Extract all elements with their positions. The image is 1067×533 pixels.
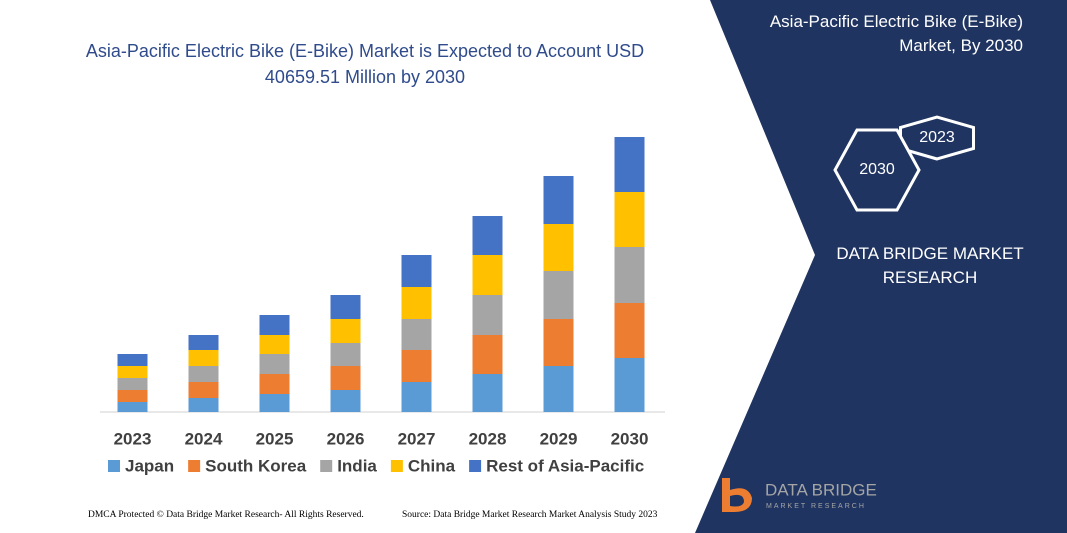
x-tick-label: 2029	[540, 429, 578, 448]
bar-segment	[259, 335, 290, 354]
bar-segment	[472, 374, 503, 412]
logo-icon	[730, 494, 744, 507]
bar-segment	[330, 343, 361, 366]
bar-segment	[614, 247, 645, 303]
bar-segment	[543, 319, 574, 366]
bar-segment	[401, 350, 432, 382]
bar-segment	[330, 366, 361, 390]
panel-title: Asia-Pacific Electric Bike (E-Bike) Mark…	[769, 12, 1023, 55]
bar-segment	[401, 382, 432, 412]
bar-segment	[330, 390, 361, 412]
bar-segment	[472, 216, 503, 255]
bar-segment	[543, 224, 574, 271]
hex-label: 2023	[919, 129, 955, 146]
x-tick-label: 2030	[611, 429, 649, 448]
bar-segment	[330, 319, 361, 343]
legend-label: China	[408, 456, 456, 475]
legend-label: Rest of Asia-Pacific	[486, 456, 644, 475]
bar-segment	[614, 137, 645, 192]
bar-segment	[472, 335, 503, 374]
x-tick-label: 2024	[185, 429, 223, 448]
bar-segment	[614, 192, 645, 247]
footer-left: DMCA Protected © Data Bridge Market Rese…	[88, 509, 364, 520]
bar-segment	[188, 335, 219, 350]
hex-label: 2030	[859, 161, 895, 178]
logo-name: DATA BRIDGE	[765, 480, 877, 499]
bar-segment	[401, 287, 432, 319]
legend-swatch	[320, 460, 333, 472]
bar-segment	[117, 390, 148, 402]
bar-segment	[472, 255, 503, 295]
legend-swatch	[469, 460, 482, 472]
company-name: DATA BRIDGE MARKET RESEARCH	[836, 244, 1024, 287]
bar-segment	[614, 303, 645, 358]
bar-segment	[543, 176, 574, 224]
bar-segment	[259, 394, 290, 412]
legend-label: Japan	[125, 456, 174, 475]
bar-segment	[472, 295, 503, 335]
legend-swatch	[390, 460, 403, 472]
bar-segment	[543, 366, 574, 412]
bar-segment	[259, 315, 290, 335]
bar-segment	[117, 366, 148, 378]
bar-segment	[543, 271, 574, 319]
x-tick-label: 2027	[398, 429, 436, 448]
legend-label: India	[337, 456, 377, 475]
chart-title: Asia-Pacific Electric Bike (E-Bike) Mark…	[85, 41, 645, 87]
bar-segment	[117, 378, 148, 390]
bar-segment	[188, 350, 219, 366]
legend-swatch	[188, 460, 201, 472]
x-tick-label: 2025	[256, 429, 294, 448]
bar-segment	[188, 398, 219, 412]
x-tick-label: 2023	[114, 429, 152, 448]
bar-segment	[259, 354, 290, 374]
x-tick-label: 2028	[469, 429, 507, 448]
logo-tagline: MARKET RESEARCH	[766, 503, 866, 510]
bar-segment	[614, 358, 645, 412]
bar-segment	[259, 374, 290, 394]
bar-segment	[330, 295, 361, 319]
bar-segment	[117, 402, 148, 412]
bar-segment	[401, 319, 432, 350]
footer-right: Source: Data Bridge Market Research Mark…	[402, 510, 658, 520]
legend-swatch	[108, 460, 120, 472]
hexagon	[833, 128, 921, 212]
bar-segment	[188, 382, 219, 398]
bar-segment	[117, 354, 148, 366]
legend-label: South Korea	[205, 456, 307, 475]
bar-segment	[188, 366, 219, 382]
bar-segment	[401, 255, 432, 287]
x-tick-label: 2026	[327, 429, 365, 448]
